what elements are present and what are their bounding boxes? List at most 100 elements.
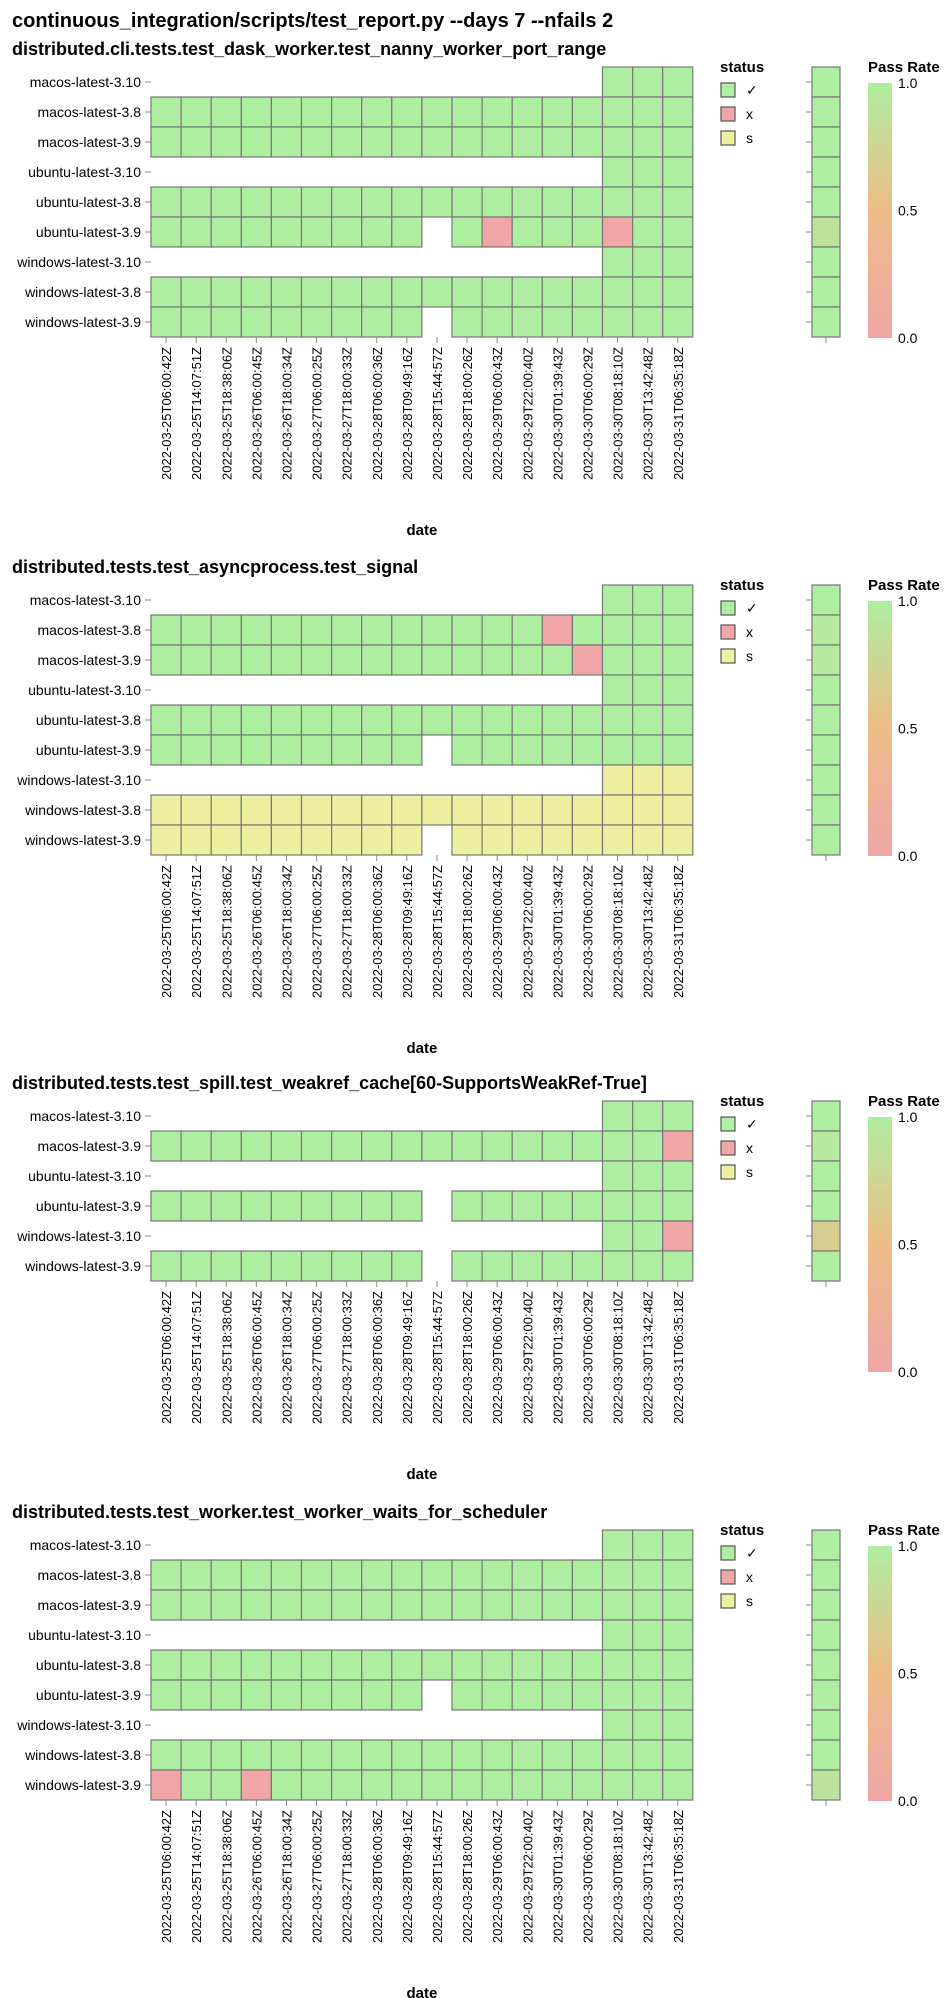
heatmap-cell	[601, 1559, 634, 1591]
heatmap-cell	[270, 1250, 303, 1282]
heatmap-cell	[300, 1649, 333, 1681]
date-label: 2022-03-28T09:49:16Z	[400, 347, 415, 480]
heatmap-cell	[601, 126, 634, 158]
heatmap-cell	[421, 1130, 453, 1162]
heatmap-cell	[631, 1679, 664, 1711]
heatmap-cell	[391, 126, 423, 158]
pass-rate-cell	[811, 276, 841, 308]
heatmap-cell	[210, 186, 242, 218]
row-label: macos-latest-3.9	[38, 1597, 142, 1613]
colorbar-title: Pass Rate	[868, 1093, 940, 1110]
legend-label: ✓	[746, 1545, 758, 1561]
legend-title: status	[720, 1522, 764, 1539]
heatmap-cell	[631, 1130, 664, 1162]
heatmap-cell	[150, 96, 182, 128]
heatmap-cell	[481, 126, 513, 158]
heatmap-cell	[662, 1130, 694, 1162]
heatmap-cell	[511, 1739, 543, 1771]
heatmap-cell	[300, 126, 333, 158]
heatmap-cell	[240, 216, 273, 248]
heatmap-cell	[391, 794, 423, 826]
heatmap-cell	[631, 1619, 664, 1651]
date-label: 2022-03-26T06:00:45Z	[249, 347, 264, 480]
heatmap-cell	[451, 126, 483, 158]
heatmap-cell	[481, 614, 513, 646]
heatmap-cell	[662, 186, 694, 218]
date-label: 2022-03-30T13:42:48Z	[641, 1291, 656, 1424]
legend-title: status	[720, 1093, 764, 1110]
heatmap-cell	[300, 794, 333, 826]
heatmap-cell	[541, 216, 573, 248]
date-label: 2022-03-28T15:44:57Z	[430, 865, 445, 998]
date-label: 2022-03-28T09:49:16Z	[400, 865, 415, 998]
colorbar-title: Pass Rate	[868, 1522, 940, 1539]
heatmap-cell	[481, 794, 513, 826]
date-label: 2022-03-28T06:00:36Z	[370, 1810, 385, 1943]
heatmap-cell	[210, 306, 242, 338]
date-label: 2022-03-25T18:38:06Z	[219, 1291, 234, 1424]
heatmap-cell	[541, 1130, 573, 1162]
heatmap-cell	[210, 1649, 242, 1681]
heatmap-cell	[601, 96, 634, 128]
heatmap-cell	[300, 614, 333, 646]
colorbar-tick-label: 1.0	[898, 1109, 918, 1125]
legend-label: x	[746, 1569, 753, 1585]
date-label: 2022-03-29T06:00:43Z	[490, 1810, 505, 1943]
heatmap-cell	[180, 1130, 212, 1162]
heatmap-cell	[391, 1649, 423, 1681]
date-label: 2022-03-29T22:00:40Z	[520, 347, 535, 480]
heatmap-cell	[240, 1769, 273, 1801]
heatmap-cell	[662, 246, 694, 278]
pass-rate-cell	[811, 306, 841, 338]
row-label: ubuntu-latest-3.9	[36, 1198, 141, 1214]
heatmap-cell	[631, 186, 664, 218]
heatmap-cell	[270, 1190, 303, 1222]
pass-rate-cell	[811, 1649, 841, 1681]
heatmap-cell	[150, 704, 182, 736]
legend-swatch	[720, 130, 736, 146]
chart-title: distributed.tests.test_worker.test_worke…	[12, 1502, 547, 1522]
heatmap-cell	[240, 276, 273, 308]
heatmap-cell	[331, 96, 363, 128]
heatmap-cell	[631, 1769, 664, 1801]
heatmap-cell	[391, 1769, 423, 1801]
heatmap-cell	[631, 734, 664, 766]
heatmap-cell	[601, 246, 634, 278]
heatmap-cell	[150, 1250, 182, 1282]
chart-title: distributed.tests.test_asyncprocess.test…	[12, 557, 418, 577]
heatmap-cell	[331, 1559, 363, 1591]
heatmap-cell	[662, 824, 694, 856]
heatmap-cell	[391, 1739, 423, 1771]
date-label: 2022-03-25T18:38:06Z	[219, 347, 234, 480]
date-label: 2022-03-25T06:00:42Z	[159, 347, 174, 480]
heatmap-cell	[511, 704, 543, 736]
heatmap-cell	[631, 614, 664, 646]
heatmap-cell	[631, 584, 664, 616]
heatmap-cell	[240, 1679, 273, 1711]
heatmap-cell	[240, 1739, 273, 1771]
row-label: macos-latest-3.9	[38, 134, 142, 150]
heatmap-cell	[481, 824, 513, 856]
heatmap-cell	[180, 1589, 212, 1621]
heatmap-cell	[631, 1589, 664, 1621]
row-label: macos-latest-3.10	[30, 1108, 141, 1124]
heatmap-cell	[601, 186, 634, 218]
date-label: 2022-03-31T06:35:18Z	[671, 347, 686, 480]
chart-panel-3: distributed.tests.test_spill.test_weakre…	[12, 1073, 940, 1483]
heatmap-cell	[361, 1250, 393, 1282]
heatmap-cell	[331, 1739, 363, 1771]
date-label: 2022-03-25T06:00:42Z	[159, 865, 174, 998]
heatmap-cell	[331, 306, 363, 338]
date-label: 2022-03-25T14:07:51Z	[189, 1291, 204, 1424]
date-label: 2022-03-27T18:00:33Z	[340, 865, 355, 998]
heatmap-cell	[451, 704, 483, 736]
heatmap-cell	[180, 1250, 212, 1282]
heatmap-cell	[180, 306, 212, 338]
heatmap-cell	[210, 1589, 242, 1621]
chart-panel-4: distributed.tests.test_worker.test_worke…	[12, 1502, 940, 1998]
heatmap-cell	[361, 1769, 393, 1801]
row-label: windows-latest-3.9	[24, 314, 141, 330]
heatmap-cell	[210, 824, 242, 856]
legend-label: ✓	[746, 600, 758, 616]
date-label: 2022-03-30T01:39:43Z	[550, 347, 565, 480]
